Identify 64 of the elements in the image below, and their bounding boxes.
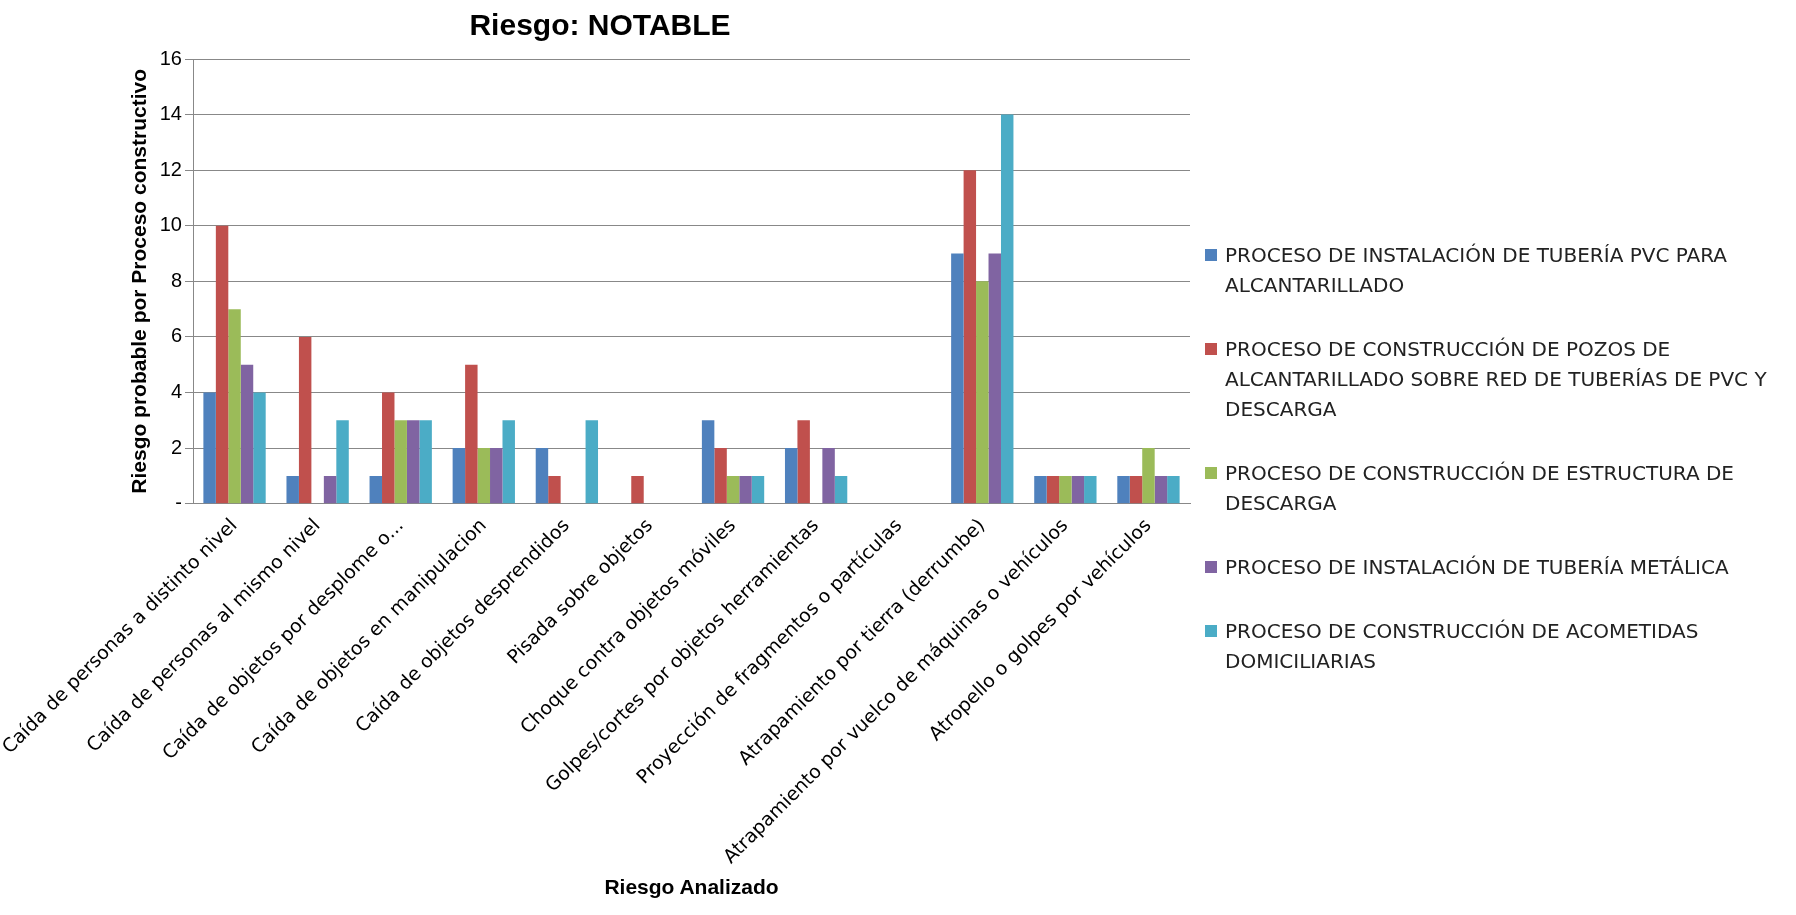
bar: [394, 420, 407, 504]
bar: [203, 392, 216, 504]
y-tick-label: -: [175, 491, 182, 514]
bar: [228, 309, 241, 504]
legend-label: PROCESO DE INSTALACIÓN DE TUBERÍA METÁLICA: [1225, 553, 1729, 581]
bar: [1129, 475, 1143, 504]
bar: [1154, 475, 1168, 504]
bar: [714, 448, 727, 504]
bar: [1059, 475, 1072, 504]
bar: [1046, 475, 1060, 504]
bar: [951, 253, 964, 504]
bar: [535, 448, 549, 504]
bar: [1034, 475, 1047, 504]
bar: [240, 364, 254, 504]
bar: [726, 475, 740, 504]
bar: [784, 448, 798, 504]
legend-label: PROCESO DE CONSTRUCCIÓN DE POZOS DE ALCANTARILLADO SOBRE RED DE TUBERÍAS DE PVC Y DESCARGA: [1225, 335, 1768, 423]
bar: [419, 420, 432, 504]
bar: [1000, 114, 1014, 504]
bar: [797, 420, 810, 504]
bar: [406, 420, 420, 504]
y-tick-label: 10: [159, 213, 182, 236]
bar: [585, 420, 599, 504]
bar: [286, 475, 299, 504]
chart-title: Riesgo: NOTABLE: [469, 8, 731, 42]
bar: [382, 392, 395, 504]
bar: [336, 420, 349, 504]
bar: [548, 475, 561, 504]
bar: [963, 170, 977, 504]
bar: [323, 475, 337, 504]
x-axis-title: Riesgo Analizado: [604, 875, 779, 899]
y-axis-title: Riesgo probable por Proceso constructivo: [126, 68, 150, 494]
bar: [631, 475, 644, 504]
y-tick-label: 6: [170, 324, 182, 347]
bar: [834, 475, 848, 504]
bar: [739, 475, 752, 504]
legend-label: PROCESO DE INSTALACIÓN DE TUBERÍA PVC PARA ALCANTARILLADO: [1225, 241, 1728, 299]
bar: [502, 420, 515, 504]
bar: [822, 448, 835, 504]
bar: [1084, 475, 1097, 504]
bar: [369, 475, 383, 504]
y-tick-label: 4: [170, 380, 182, 403]
bar: [215, 225, 229, 504]
y-tick-label: 14: [159, 102, 182, 125]
y-tick-label: 8: [170, 268, 182, 291]
bar: [1117, 475, 1130, 504]
bar: [701, 420, 715, 504]
bar: [253, 392, 266, 504]
bar: [988, 253, 1001, 504]
legend-label: PROCESO DE CONSTRUCCIÓN DE ESTRUCTURA DE DESCARGA: [1225, 459, 1735, 517]
y-tick-label: 16: [159, 46, 182, 69]
bar: [490, 448, 503, 504]
bar: [298, 336, 312, 504]
bar: [751, 475, 765, 504]
y-tick-label: 12: [159, 157, 182, 180]
bar: [452, 448, 466, 504]
y-tick-label: 2: [170, 435, 182, 458]
legend-label: PROCESO DE CONSTRUCCIÓN DE ACOMETIDAS DOMICILIARIAS: [1225, 617, 1700, 675]
bar: [1071, 475, 1085, 504]
bar: [477, 448, 491, 504]
bar: [465, 364, 478, 504]
bar: [1142, 448, 1155, 504]
bar: [1167, 475, 1180, 504]
bar: [976, 281, 989, 504]
